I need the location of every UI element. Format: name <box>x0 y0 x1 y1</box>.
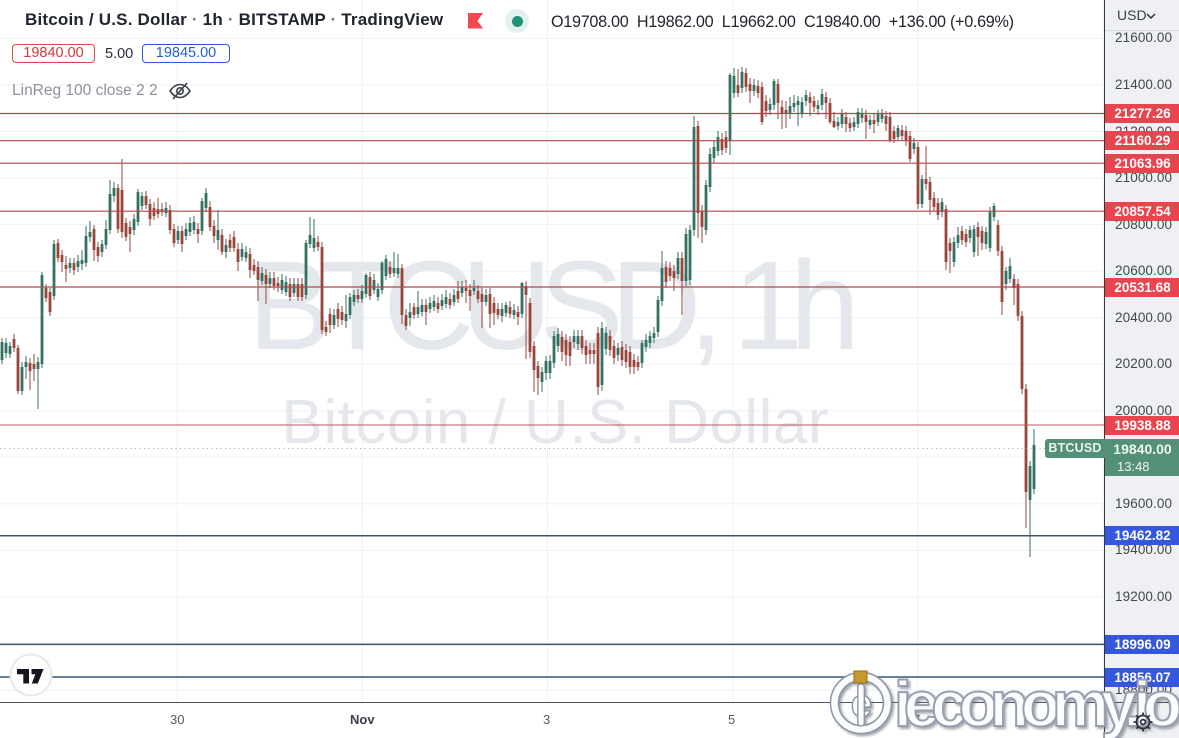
svg-text:ieconomy.io: ieconomy.io <box>894 668 1179 738</box>
svg-text:Bitcoin / U.S. Dollar: Bitcoin / U.S. Dollar <box>282 388 829 457</box>
